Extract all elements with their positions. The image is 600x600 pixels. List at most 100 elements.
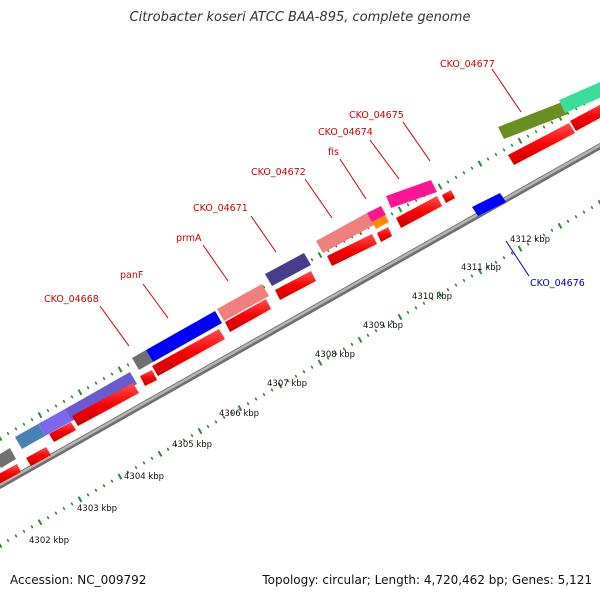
gene-block-orange[interactable] [372, 215, 389, 229]
minor-tick [486, 157, 490, 161]
cds-arrow[interactable] [225, 299, 271, 332]
label-CKO_04672: CKO_04672 [251, 167, 306, 178]
gene-block-steelblue[interactable] [15, 424, 45, 449]
gene-block-CKO_04672[interactable] [316, 213, 374, 253]
gene-block-slateblue[interactable] [65, 372, 137, 421]
inner-tick-ring [0, 199, 600, 549]
minor-tick [6, 431, 10, 436]
genome-summary: Topology: circular; Length: 4,720,462 bp… [262, 573, 592, 587]
major-tick [157, 450, 163, 457]
major-tick [517, 245, 523, 252]
minor-tick [470, 274, 474, 278]
minor-tick [46, 408, 50, 413]
minor-tick [542, 233, 546, 237]
minor-tick [342, 347, 346, 351]
minor-tick [366, 333, 370, 337]
gene-block-green-right[interactable] [559, 80, 600, 113]
major-tick [117, 473, 123, 480]
cds-arrow[interactable] [152, 329, 225, 376]
minor-tick [110, 479, 114, 483]
label-CKO_04675: CKO_04675 [349, 110, 404, 121]
minor-tick [230, 411, 234, 415]
cds-arrow[interactable] [140, 370, 157, 386]
minor-tick [6, 538, 10, 543]
minor-tick [62, 399, 66, 404]
scale-labels: 4302 kbp 4303 kbp 4304 kbp 4305 kbp 4306… [29, 235, 550, 546]
minor-tick [566, 219, 570, 223]
minor-tick [22, 529, 26, 534]
cds-arrow[interactable] [396, 196, 442, 228]
minor-tick [486, 265, 490, 269]
gene-block-grey-mid[interactable] [132, 350, 153, 370]
cds-arrow[interactable] [72, 383, 139, 426]
minor-tick [454, 283, 458, 287]
minor-tick [494, 152, 498, 157]
label-CKO_04671: CKO_04671 [193, 203, 248, 214]
minor-tick [94, 488, 98, 492]
minor-tick [550, 228, 554, 233]
gene-labels: CKO_04668 panF prmA CKO_04671 CKO_04672 … [44, 59, 585, 305]
minor-tick [86, 493, 90, 497]
minor-tick [62, 506, 66, 511]
major-tick [477, 160, 483, 167]
cds-arrow[interactable] [508, 123, 575, 165]
minor-tick [174, 442, 178, 447]
gene-block-grey-left[interactable] [0, 448, 16, 468]
minor-tick [14, 427, 18, 431]
cds-arrow[interactable] [0, 464, 21, 484]
minor-tick [390, 319, 394, 324]
gene-block-panF[interactable] [146, 311, 222, 362]
major-tick [0, 435, 3, 442]
minor-tick [142, 461, 146, 465]
major-tick [437, 183, 443, 190]
label-prmA: prmA [176, 233, 202, 244]
cds-arrows [0, 102, 600, 484]
minor-tick [206, 424, 210, 429]
minor-tick [294, 374, 298, 378]
cds-arrow[interactable] [26, 447, 51, 466]
minor-tick [254, 397, 258, 401]
minor-tick [310, 365, 314, 369]
gene-block-mediumslate[interactable] [38, 409, 72, 436]
minor-tick [302, 370, 306, 374]
minor-tick [102, 484, 106, 488]
minor-tick [30, 418, 34, 422]
minor-tick [406, 203, 410, 207]
minor-tick [462, 171, 466, 175]
minor-tick [550, 120, 554, 125]
minor-tick [542, 125, 546, 129]
minor-tick [54, 404, 58, 408]
gene-block-CKO_04677[interactable] [498, 102, 568, 139]
cds-arrow[interactable] [275, 271, 316, 300]
label-CKO_04674: CKO_04674 [318, 127, 373, 138]
minor-tick [574, 214, 578, 219]
genome-title: Citrobacter koseri ATCC BAA-895, complet… [129, 10, 471, 25]
major-tick [397, 313, 403, 321]
scale-label: 4302 kbp [29, 536, 69, 546]
major-tick [37, 412, 43, 419]
cds-arrow[interactable] [377, 227, 392, 242]
minor-tick [430, 297, 434, 301]
cds-arrow[interactable] [442, 190, 455, 203]
label-CKO_04676: CKO_04676 [530, 278, 585, 289]
minor-tick [590, 205, 594, 210]
cds-arrow[interactable] [49, 422, 76, 442]
minor-tick [566, 111, 570, 115]
minor-tick [94, 381, 98, 385]
gene-block-CKO_04674[interactable] [386, 180, 437, 208]
major-tick [37, 519, 43, 526]
major-tick [397, 206, 403, 213]
cds-arrow[interactable] [570, 102, 600, 131]
minor-tick [70, 502, 74, 506]
gene-block-prmA[interactable] [217, 284, 269, 321]
minor-tick [46, 515, 50, 520]
scale-label: 4303 kbp [77, 504, 117, 514]
label-fis: fis [328, 147, 339, 158]
minor-tick [246, 401, 250, 406]
gene-block-CKO_04671[interactable] [265, 253, 311, 286]
gene-block-fis[interactable] [367, 206, 386, 222]
minor-tick [190, 433, 194, 438]
cds-arrow[interactable] [327, 234, 377, 266]
gene-block-CKO_04676[interactable] [472, 193, 506, 216]
minor-tick [262, 392, 266, 397]
